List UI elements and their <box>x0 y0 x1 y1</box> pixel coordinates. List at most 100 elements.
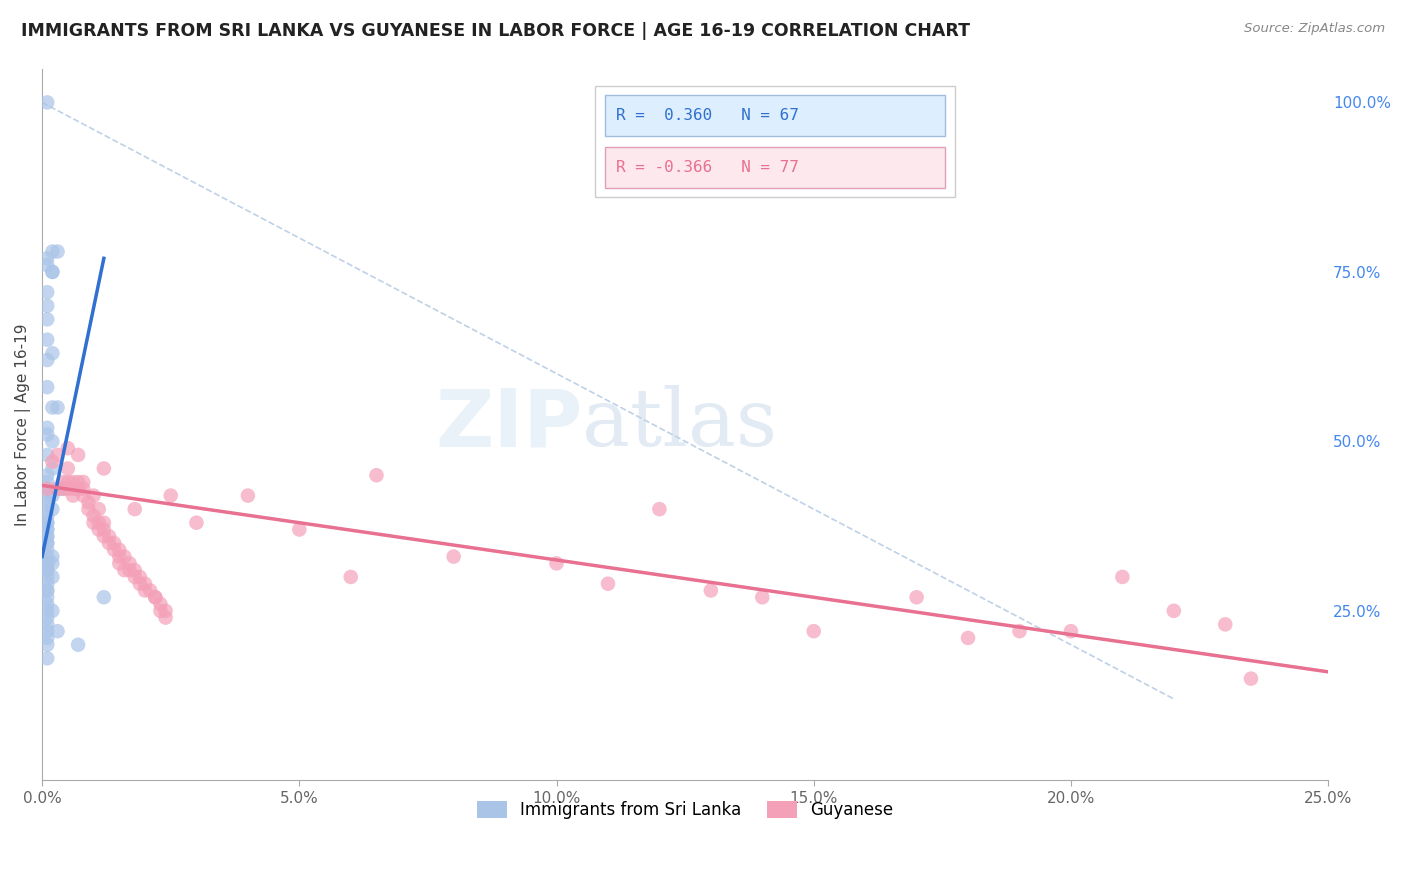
Point <box>77 495 100 509</box>
Point <box>37 482 59 496</box>
Point <box>41 265 63 279</box>
Point <box>118 563 141 577</box>
Point <box>648 502 671 516</box>
Point <box>1008 624 1031 639</box>
Point <box>41 346 63 360</box>
Point <box>37 583 59 598</box>
Point <box>139 583 162 598</box>
Point <box>52 482 75 496</box>
Point <box>83 508 105 523</box>
Point <box>37 427 59 442</box>
Point <box>41 604 63 618</box>
Point <box>46 624 69 639</box>
Point <box>83 516 105 530</box>
Point <box>93 529 115 543</box>
Point <box>118 557 141 571</box>
Point <box>62 482 84 496</box>
Point <box>41 570 63 584</box>
Point <box>128 570 150 584</box>
Point <box>128 576 150 591</box>
Point <box>37 482 59 496</box>
Point <box>67 475 90 489</box>
Point <box>67 448 90 462</box>
Point <box>108 542 131 557</box>
Point <box>37 549 59 564</box>
Point <box>37 617 59 632</box>
Point <box>72 489 94 503</box>
Point <box>37 610 59 624</box>
Point <box>37 516 59 530</box>
Legend: Immigrants from Sri Lanka, Guyanese: Immigrants from Sri Lanka, Guyanese <box>471 794 900 825</box>
Point <box>37 299 59 313</box>
Point <box>112 563 135 577</box>
Text: IMMIGRANTS FROM SRI LANKA VS GUYANESE IN LABOR FORCE | AGE 16-19 CORRELATION CHA: IMMIGRANTS FROM SRI LANKA VS GUYANESE IN… <box>21 22 970 40</box>
Point <box>62 489 84 503</box>
Point <box>905 591 928 605</box>
Point <box>37 421 59 435</box>
Point <box>37 604 59 618</box>
Point <box>37 536 59 550</box>
Point <box>41 502 63 516</box>
Point <box>41 549 63 564</box>
Point <box>134 583 156 598</box>
Point <box>37 591 59 605</box>
Point <box>41 401 63 415</box>
Point <box>124 570 146 584</box>
Point <box>1111 570 1133 584</box>
Point <box>1240 672 1263 686</box>
Point <box>41 489 63 503</box>
Point <box>37 624 59 639</box>
Point <box>72 482 94 496</box>
Point <box>46 448 69 462</box>
Point <box>37 380 59 394</box>
Point <box>103 536 125 550</box>
Point <box>37 542 59 557</box>
Point <box>93 516 115 530</box>
Point <box>124 563 146 577</box>
Text: R = -0.366   N = 77: R = -0.366 N = 77 <box>616 160 799 175</box>
Point <box>37 557 59 571</box>
Point <box>1060 624 1083 639</box>
Point <box>77 502 100 516</box>
Point <box>56 441 79 455</box>
Point <box>67 638 90 652</box>
Point <box>37 258 59 272</box>
Point <box>443 549 465 564</box>
Point <box>37 631 59 645</box>
Point <box>37 475 59 489</box>
Text: R =  0.360   N = 67: R = 0.360 N = 67 <box>616 108 799 123</box>
Point <box>52 482 75 496</box>
Point <box>46 244 69 259</box>
Point <box>37 576 59 591</box>
Point <box>98 536 121 550</box>
Point <box>134 576 156 591</box>
Point <box>37 523 59 537</box>
Point <box>37 252 59 266</box>
Point <box>37 502 59 516</box>
Point <box>56 475 79 489</box>
Point <box>143 591 166 605</box>
Point <box>72 475 94 489</box>
Point <box>596 576 619 591</box>
Text: ZIP: ZIP <box>434 385 582 464</box>
Point <box>957 631 980 645</box>
Point <box>93 591 115 605</box>
Point <box>546 557 568 571</box>
Point <box>37 536 59 550</box>
Point <box>93 523 115 537</box>
Point <box>1163 604 1185 618</box>
Point <box>37 529 59 543</box>
Point <box>37 557 59 571</box>
Point <box>149 597 172 611</box>
Point <box>41 455 63 469</box>
Point <box>37 651 59 665</box>
Point <box>37 489 59 503</box>
Point <box>98 529 121 543</box>
Point <box>62 475 84 489</box>
Point <box>803 624 825 639</box>
Point <box>155 610 177 624</box>
Point <box>67 482 90 496</box>
Point <box>37 583 59 598</box>
Point <box>83 489 105 503</box>
Point <box>37 563 59 577</box>
